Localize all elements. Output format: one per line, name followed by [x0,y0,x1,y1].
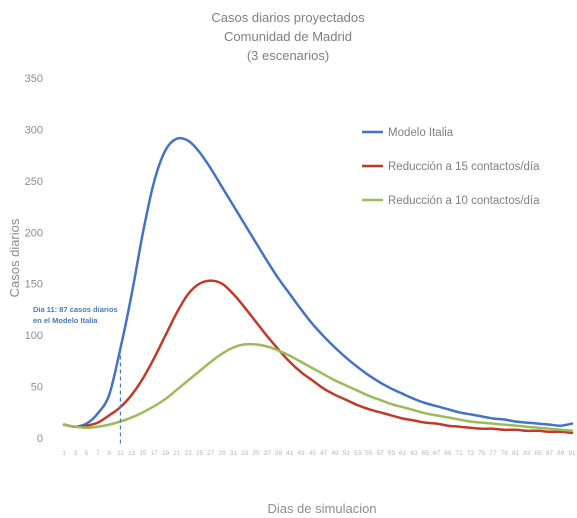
y-tick-label: 200 [25,227,43,239]
x-axis-ticks: 1 3 5 7 9 11 13 15 17 19 21 23 25 27 29 31 33 35 37 39 41 43 4… [62,450,576,457]
y-tick-label: 50 [31,382,43,394]
y-tick-label: 250 [25,176,43,188]
annotation: Dia 11: 87 casos diarios en el Modelo Ita… [33,305,122,444]
x-tick-label: 59 [388,450,396,457]
x-tick-label: 89 [557,450,565,457]
x-tick-label: 43 [297,450,305,457]
x-tick-label: 29 [218,450,226,457]
x-tick-label: 69 [444,450,452,457]
x-tick-label: 79 [501,450,509,457]
x-tick-label: 81 [512,450,520,457]
x-tick-label: 73 [467,450,475,457]
y-tick-label: 150 [25,279,43,291]
y-axis-ticks: 0 50 100 150 200 250 300 350 [25,73,43,445]
x-tick-label: 17 [151,450,159,457]
x-tick-label: 77 [489,450,497,457]
x-tick-label: 47 [320,450,328,457]
x-tick-label: 27 [207,450,215,457]
x-tick-label: 13 [128,450,136,457]
x-tick-label: 25 [196,450,204,457]
x-tick-label: 33 [241,450,249,457]
y-tick-label: 350 [25,73,43,85]
x-tick-label: 7 [96,450,100,457]
x-tick-label: 39 [275,450,283,457]
y-tick-label: 300 [25,124,43,136]
chart-title-line: Casos diarios proyectados [211,10,365,25]
x-tick-label: 57 [376,450,384,457]
x-tick-label: 55 [365,450,373,457]
annotation-text: Dia 11: 87 casos diarios [33,305,118,314]
x-tick-label: 63 [410,450,418,457]
x-tick-label: 91 [568,450,576,457]
x-tick-label: 75 [478,450,486,457]
x-tick-label: 35 [252,450,260,457]
x-tick-label: 19 [162,450,170,457]
x-tick-label: 85 [535,450,543,457]
x-tick-label: 9 [107,450,111,457]
x-tick-label: 45 [309,450,317,457]
y-tick-label: 100 [25,330,43,342]
x-tick-label: 65 [422,450,430,457]
x-tick-label: 67 [433,450,441,457]
series-line-modelo-italia [62,136,574,428]
x-tick-label: 31 [230,450,238,457]
chart-title-line: Comunidad de Madrid [224,29,352,44]
x-tick-label: 15 [139,450,147,457]
x-tick-label: 11 [117,450,124,457]
x-tick-label: 51 [343,450,351,457]
x-tick-label: 87 [546,450,554,457]
x-axis-title: Dias de simulacion [267,501,376,516]
legend-label: Reducción a 10 contactos/día [388,195,540,207]
x-tick-label: 83 [523,450,531,457]
annotation-text: en el Modelo Italia [33,316,98,325]
y-axis-title: Casos diarios [7,218,22,297]
y-tick-label: 0 [37,433,43,445]
x-tick-label: 23 [185,450,193,457]
x-tick-label: 71 [455,450,463,457]
x-tick-label: 49 [331,450,339,457]
chart-title-line: (3 escenarios) [247,48,329,63]
series-line-reduccion-15 [62,279,574,435]
legend-label: Modelo Italia [388,127,454,139]
x-tick-label: 1 [62,450,66,457]
legend: Modelo Italia Reducción a 15 contactos/dí… [362,127,540,207]
legend-label: Reducción a 15 contactos/día [388,161,540,173]
x-tick-label: 61 [399,450,407,457]
x-tick-label: 3 [73,450,77,457]
x-tick-label: 41 [286,450,294,457]
x-tick-label: 37 [264,450,272,457]
chart-title: Casos diarios proyectados Comunidad de Ma… [211,10,365,63]
x-tick-label: 21 [173,450,181,457]
series-line-reduccion-10 [62,342,574,433]
x-tick-label: 53 [354,450,362,457]
series-lines [62,136,574,435]
x-tick-label: 5 [85,450,89,457]
